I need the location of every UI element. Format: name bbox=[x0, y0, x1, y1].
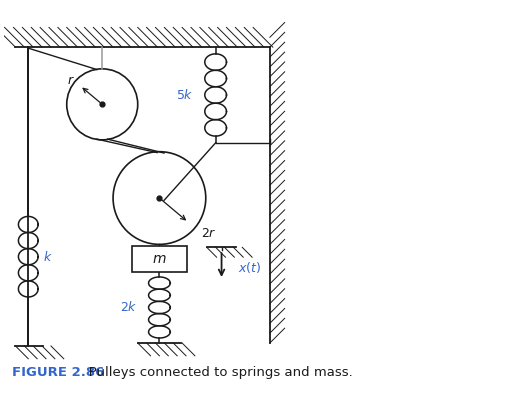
Text: $m$: $m$ bbox=[152, 252, 167, 266]
Text: $5k$: $5k$ bbox=[176, 88, 194, 102]
Text: $2k$: $2k$ bbox=[120, 300, 138, 314]
Text: Pulleys connected to springs and mass.: Pulleys connected to springs and mass. bbox=[76, 366, 352, 380]
Text: $x(t)$: $x(t)$ bbox=[238, 260, 262, 274]
Text: $r$: $r$ bbox=[67, 74, 75, 87]
Text: FIGURE 2.86: FIGURE 2.86 bbox=[11, 366, 104, 380]
Text: $2r$: $2r$ bbox=[201, 227, 217, 240]
Text: $k$: $k$ bbox=[43, 250, 53, 264]
Bar bbox=[132, 246, 187, 272]
